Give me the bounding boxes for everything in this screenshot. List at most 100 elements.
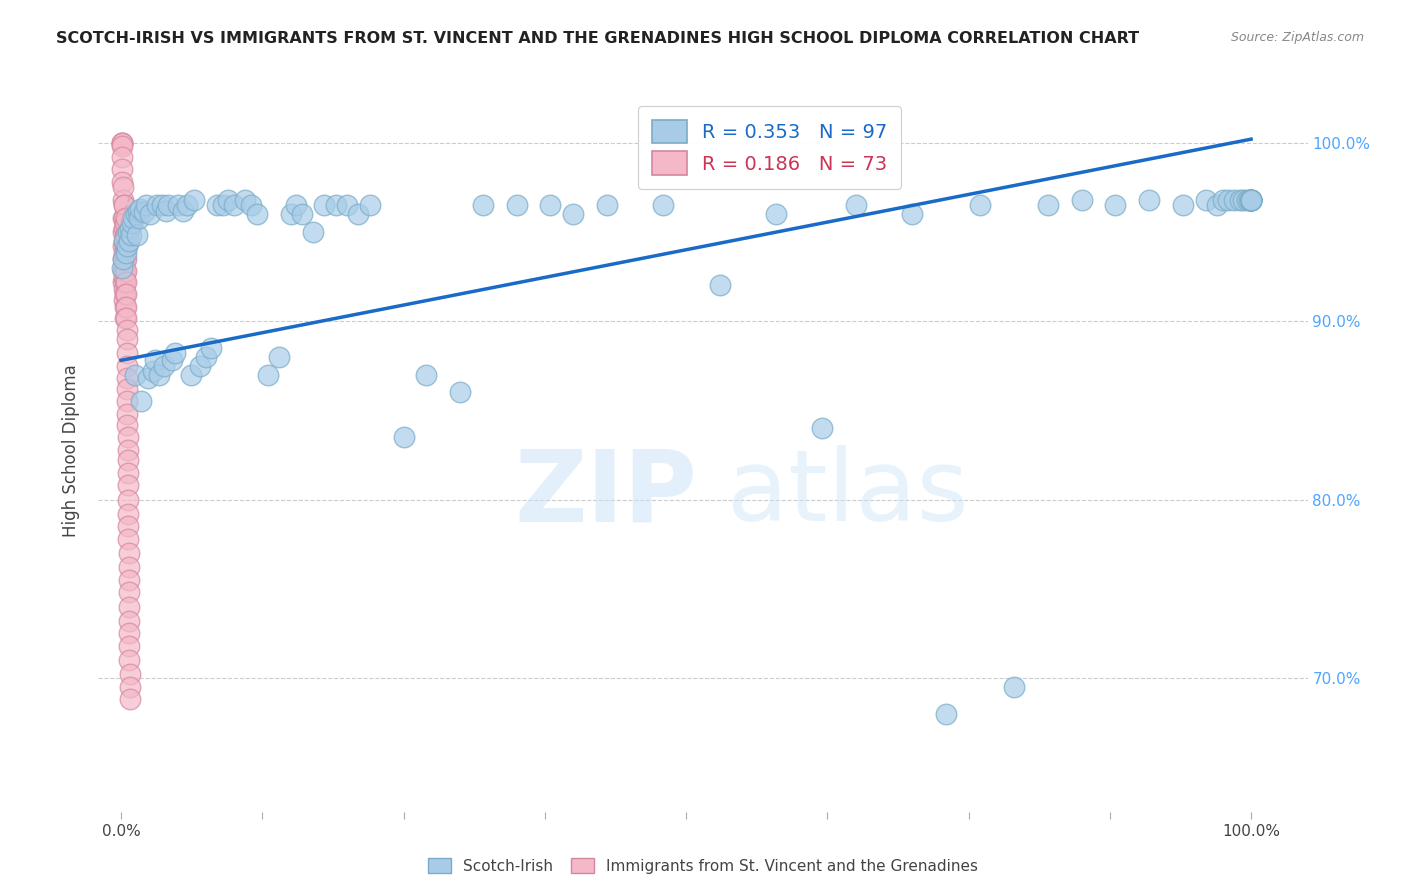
- Point: [111, 193, 134, 207]
- Point: [449, 385, 471, 400]
- Point: [188, 359, 211, 373]
- Point: [1229, 193, 1251, 207]
- Point: [127, 203, 149, 218]
- Point: [120, 221, 142, 235]
- Y-axis label: High School Diploma: High School Diploma: [62, 364, 80, 537]
- Point: [200, 341, 222, 355]
- Point: [115, 382, 138, 396]
- Point: [120, 228, 142, 243]
- Point: [115, 287, 138, 301]
- Point: [471, 198, 494, 212]
- Point: [233, 193, 256, 207]
- Point: [1137, 193, 1160, 207]
- Point: [115, 310, 138, 325]
- Text: atlas: atlas: [727, 445, 969, 542]
- Point: [1036, 198, 1059, 212]
- Point: [111, 239, 134, 253]
- Point: [115, 275, 138, 289]
- Point: [112, 246, 135, 260]
- Point: [291, 207, 314, 221]
- Point: [118, 692, 141, 706]
- Point: [111, 136, 134, 150]
- Point: [118, 639, 141, 653]
- Point: [112, 180, 135, 194]
- Point: [1240, 193, 1263, 207]
- Point: [111, 225, 134, 239]
- Point: [765, 207, 787, 221]
- Point: [125, 228, 148, 243]
- Point: [114, 211, 136, 225]
- Point: [117, 442, 139, 457]
- Point: [1232, 193, 1254, 207]
- Point: [117, 492, 139, 507]
- Point: [114, 252, 136, 266]
- Point: [392, 430, 415, 444]
- Point: [118, 560, 141, 574]
- Point: [111, 136, 134, 150]
- Point: [114, 228, 136, 243]
- Point: [118, 626, 141, 640]
- Point: [115, 323, 138, 337]
- Point: [115, 394, 138, 409]
- Point: [112, 198, 135, 212]
- Point: [1240, 193, 1263, 207]
- Point: [114, 300, 136, 314]
- Point: [845, 198, 868, 212]
- Point: [114, 275, 136, 289]
- Point: [111, 175, 134, 189]
- Point: [336, 198, 359, 212]
- Point: [901, 207, 924, 221]
- Point: [709, 278, 731, 293]
- Point: [562, 207, 585, 221]
- Point: [111, 162, 134, 177]
- Point: [1104, 198, 1126, 212]
- Point: [146, 198, 169, 212]
- Point: [142, 364, 165, 378]
- Point: [115, 264, 138, 278]
- Point: [115, 300, 138, 314]
- Point: [180, 368, 202, 382]
- Point: [538, 198, 561, 212]
- Point: [285, 198, 308, 212]
- Point: [118, 680, 141, 694]
- Point: [165, 346, 187, 360]
- Point: [143, 353, 166, 368]
- Point: [810, 421, 832, 435]
- Point: [114, 264, 136, 278]
- Point: [115, 346, 138, 360]
- Point: [118, 573, 141, 587]
- Point: [153, 359, 176, 373]
- Point: [205, 198, 228, 212]
- Point: [325, 198, 347, 212]
- Point: [652, 198, 675, 212]
- Point: [217, 193, 239, 207]
- Point: [117, 225, 139, 239]
- Point: [1240, 193, 1263, 207]
- Point: [1195, 193, 1218, 207]
- Point: [112, 260, 135, 275]
- Point: [122, 211, 145, 225]
- Point: [139, 207, 162, 221]
- Point: [114, 310, 136, 325]
- Point: [124, 368, 146, 382]
- Point: [112, 275, 135, 289]
- Point: [114, 287, 136, 301]
- Point: [112, 293, 135, 307]
- Point: [194, 350, 217, 364]
- Point: [302, 225, 325, 239]
- Point: [1212, 193, 1234, 207]
- Point: [112, 221, 135, 235]
- Point: [314, 198, 336, 212]
- Point: [111, 211, 134, 225]
- Point: [269, 350, 291, 364]
- Point: [969, 198, 991, 212]
- Point: [1236, 193, 1258, 207]
- Point: [125, 207, 148, 221]
- Point: [112, 198, 135, 212]
- Point: [117, 478, 139, 492]
- Point: [596, 198, 619, 212]
- Point: [150, 198, 173, 212]
- Point: [117, 407, 139, 421]
- Point: [222, 198, 245, 212]
- Point: [112, 252, 135, 266]
